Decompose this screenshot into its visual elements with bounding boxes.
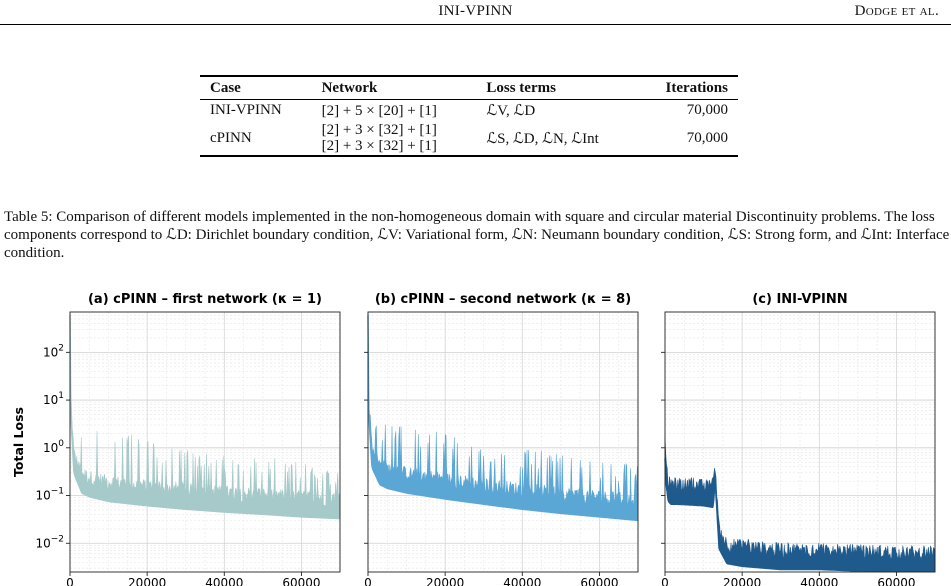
running-header-authors: Dodge et al.: [854, 3, 939, 19]
x-tick-label: 60000: [877, 576, 915, 586]
x-tick-label: 60000: [282, 576, 320, 586]
x-tick-label: 40000: [800, 576, 838, 586]
loss-series-line: [69, 315, 340, 518]
y-tick-label: 10−1: [35, 487, 64, 503]
loss-panel-a: 0200004000060000Iteration(a) cPINN – fir…: [11, 292, 341, 586]
x-tick-label: 40000: [205, 576, 243, 586]
x-tick-label: 40000: [503, 576, 541, 586]
table-row: INI-VPINN [2] + 5 × [20] + [1] ℒV, ℒD 70…: [200, 100, 738, 122]
loss-panel-c: 0200004000060000Iteration(c) INI-VPINN: [661, 292, 936, 586]
network-cell: [2] + 3 × [32] + [1] [2] + 3 × [32] + [1…: [311, 121, 477, 157]
table-caption: Table 5: Comparison of different models …: [4, 209, 950, 261]
table-header-row: Case Network Loss terms Iterations: [200, 75, 738, 100]
x-tick-label: 20000: [723, 576, 761, 586]
results-table: Case Network Loss terms Iterations INI-V…: [200, 75, 738, 157]
y-tick-label: 102: [43, 343, 64, 359]
loss-series-line: [367, 315, 639, 520]
col-iterations: Iterations: [637, 75, 738, 100]
y-tick-label: 10−2: [35, 534, 64, 550]
x-tick-label: 20000: [128, 576, 166, 586]
case-cell: cPINN: [200, 121, 312, 157]
panel-title: (a) cPINN – first network (κ = 1): [88, 292, 322, 307]
loss-panel-b: 0200004000060000Iteration(b) cPINN – sec…: [364, 292, 639, 586]
axes-frame: [664, 311, 936, 573]
table-row: cPINN [2] + 3 × [32] + [1] [2] + 3 × [32…: [200, 121, 738, 157]
axes-frame: [367, 311, 639, 573]
loss-cell: ℒV, ℒD: [486, 103, 536, 119]
y-tick-label: 100: [43, 439, 64, 455]
axes-frame: [69, 311, 341, 573]
y-tick-label: 101: [43, 391, 64, 407]
x-tick-label: 0: [364, 576, 372, 586]
x-tick-label: 0: [66, 576, 74, 586]
y-axis-label: Total Loss: [11, 407, 26, 477]
panel-title: (c) INI-VPINN: [752, 292, 847, 307]
col-case: Case: [200, 75, 312, 100]
col-loss: Loss terms: [476, 75, 638, 100]
loss-series-line: [664, 458, 935, 572]
case-cell: INI-VPINN: [210, 102, 282, 118]
running-header-title: INI-VPINN: [438, 3, 513, 19]
network-cell: [2] + 5 × [20] + [1]: [321, 102, 437, 119]
x-tick-label: 20000: [426, 576, 464, 586]
loss-cell: ℒS, ℒD, ℒN, ℒInt: [476, 121, 638, 157]
x-tick-label: 60000: [580, 576, 618, 586]
panel-title: (b) cPINN – second network (κ = 8): [375, 292, 631, 307]
iterations-cell: 70,000: [686, 102, 728, 118]
x-tick-label: 0: [661, 576, 669, 586]
col-network: Network: [311, 75, 477, 100]
loss-series-band: [69, 311, 341, 520]
loss-figure: 0200004000060000Iteration(a) cPINN – fir…: [11, 292, 936, 586]
iterations-cell: 70,000: [637, 121, 738, 157]
header-rule: [0, 24, 951, 25]
